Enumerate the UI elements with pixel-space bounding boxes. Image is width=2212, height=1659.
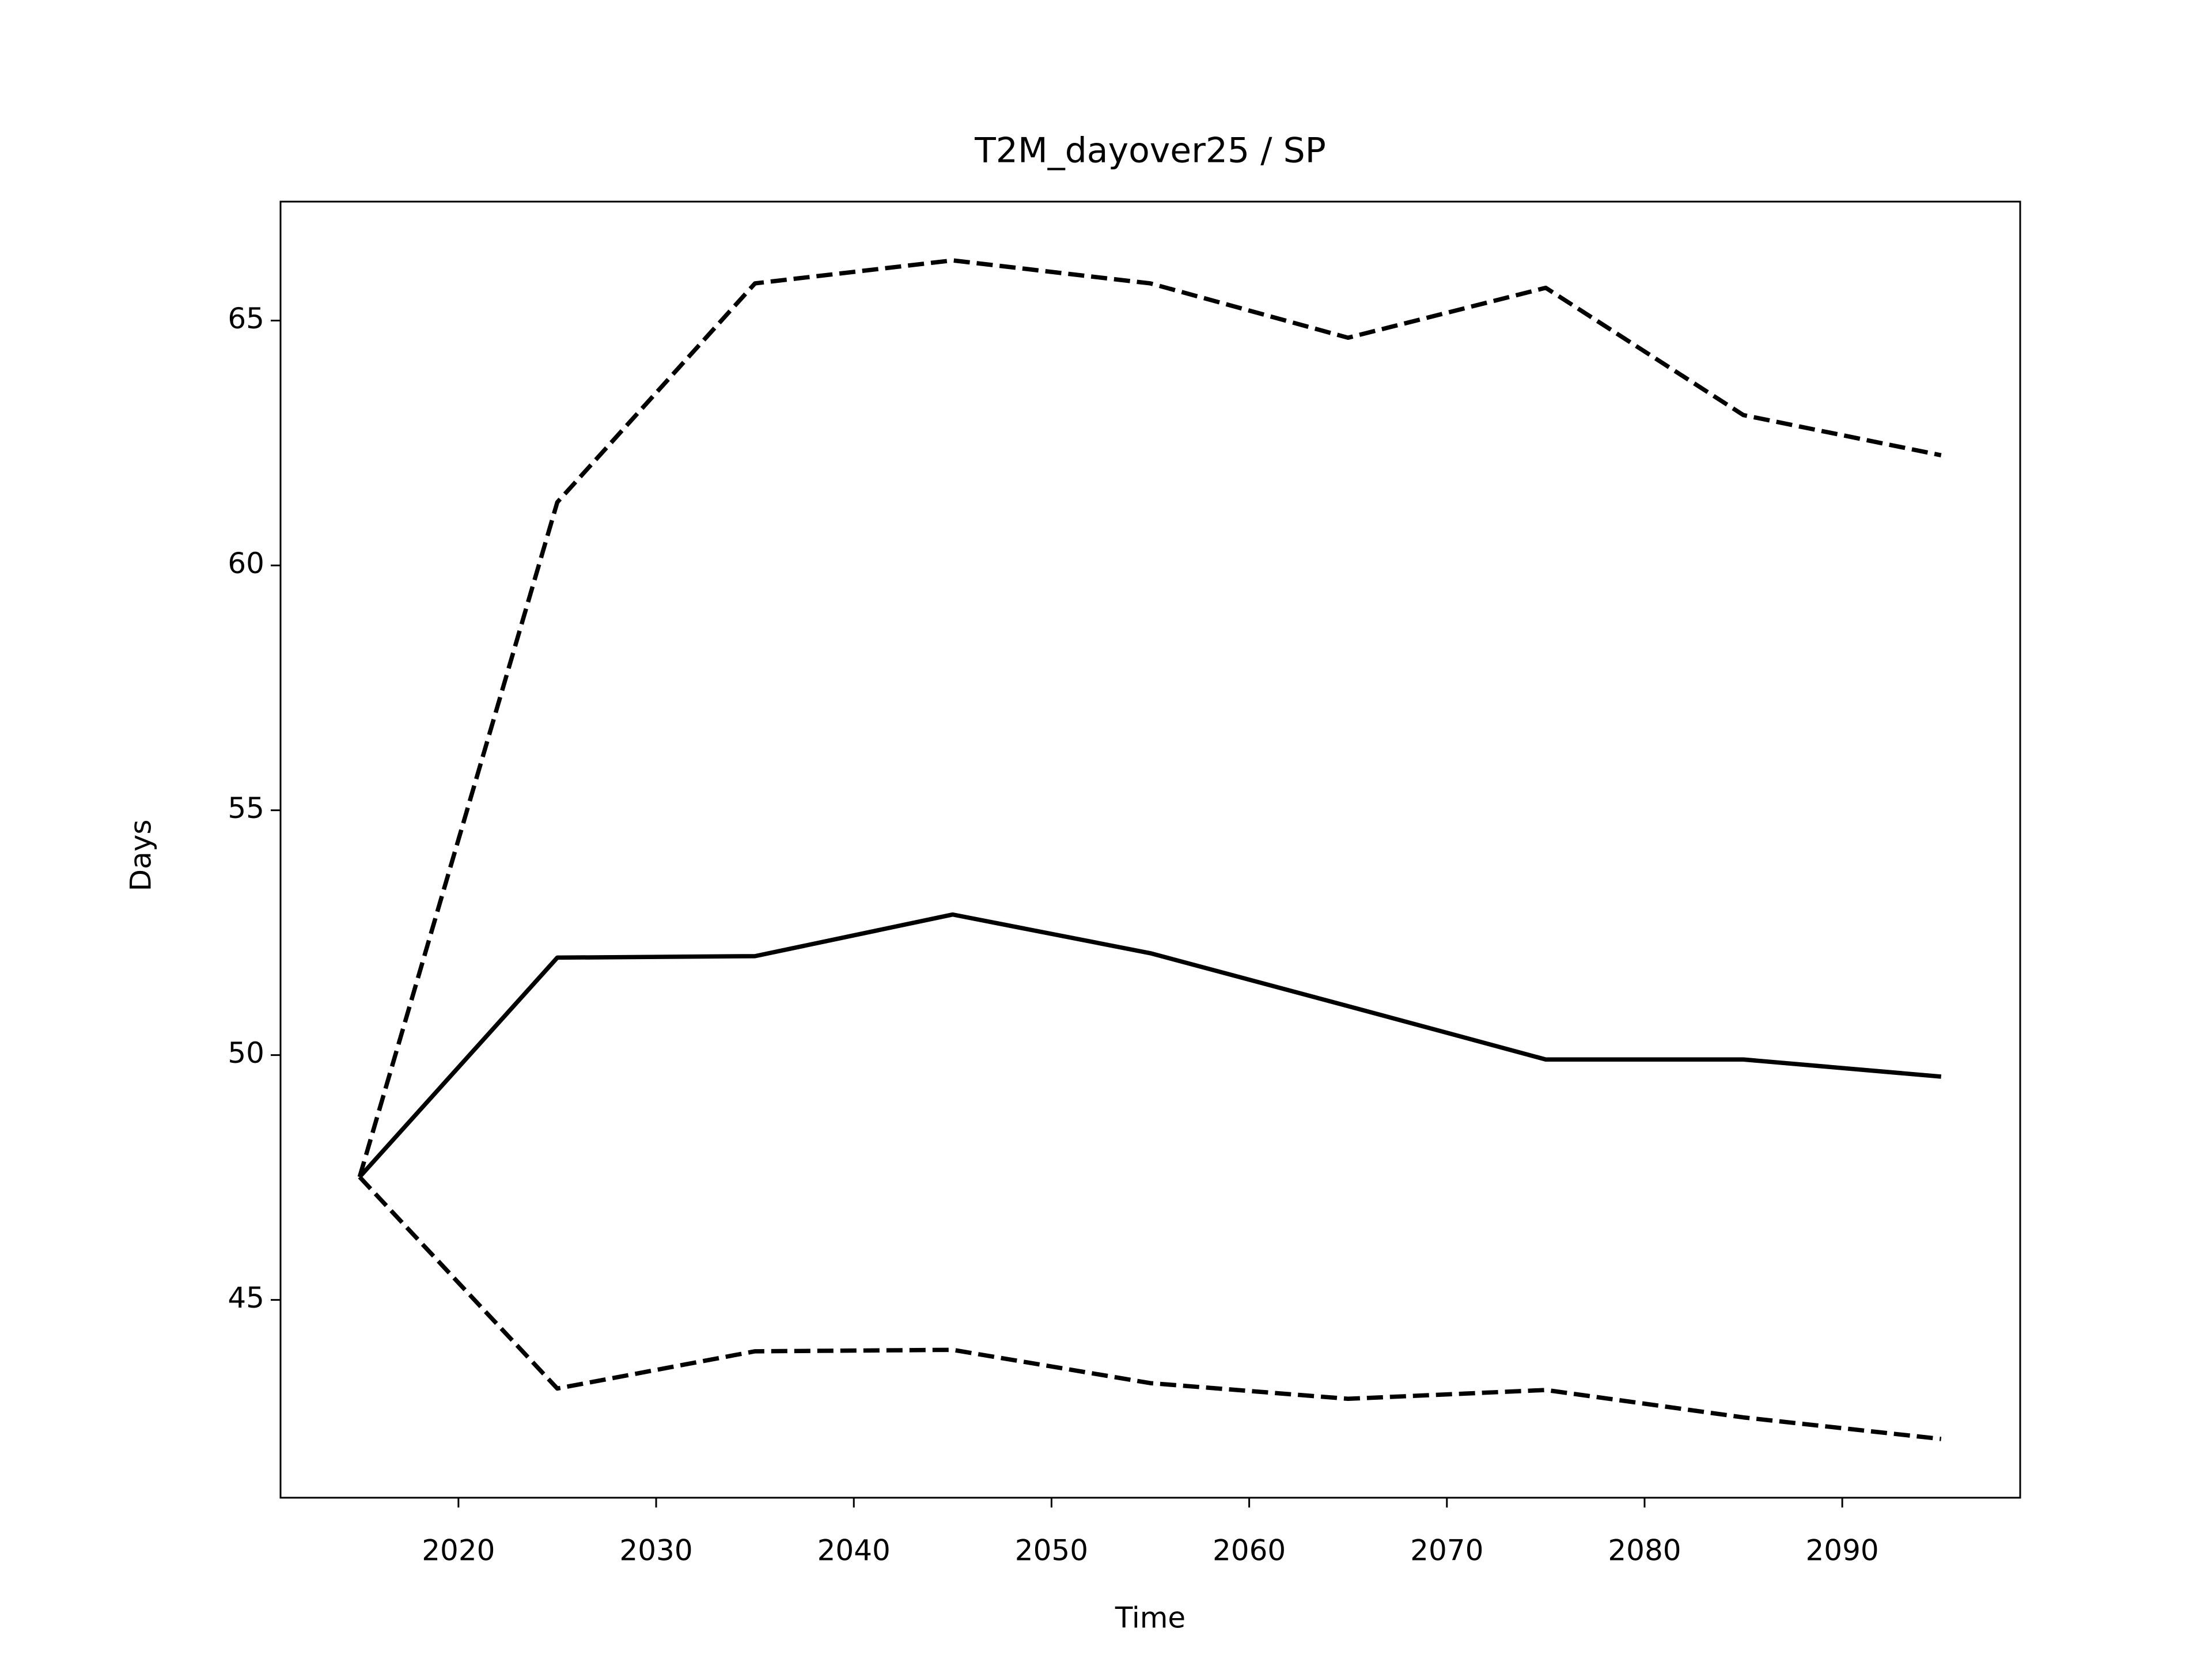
x-tick-label: 2020 [422, 1534, 495, 1567]
x-tick-label: 2050 [1015, 1534, 1088, 1567]
x-tick-label: 2070 [1410, 1534, 1483, 1567]
x-tick-label: 2090 [1806, 1534, 1879, 1567]
y-tick-label: 60 [228, 547, 264, 580]
y-tick-label: 50 [228, 1036, 264, 1070]
x-tick-label: 2080 [1608, 1534, 1681, 1567]
plot-frame [279, 200, 2021, 1499]
x-tick-label: 2040 [817, 1534, 891, 1567]
x-tick-label: 2030 [619, 1534, 692, 1567]
x-axis-label: Time [1115, 1601, 1185, 1635]
chart-title: T2M_dayover25 / SP [974, 131, 1326, 171]
x-tick-label: 2060 [1213, 1534, 1286, 1567]
y-tick-label: 45 [228, 1281, 264, 1315]
line-series [358, 1175, 1942, 1441]
line-series [358, 912, 1942, 1179]
y-axis-label: Days [124, 820, 158, 892]
y-tick-label: 55 [228, 791, 264, 825]
line-series [357, 258, 1942, 1178]
y-tick-label: 65 [228, 302, 264, 335]
